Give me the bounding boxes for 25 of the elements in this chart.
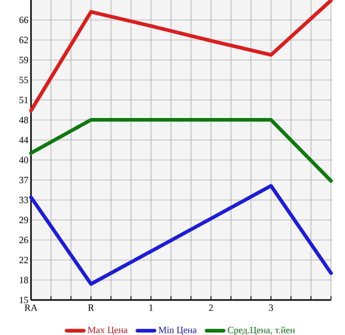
- y-tick-label: 44: [19, 136, 28, 144]
- y-tick-label: 51: [20, 96, 28, 104]
- y-tick-label: 26: [19, 236, 28, 244]
- y-tick-label: 22: [19, 256, 28, 264]
- y-tick-label: 18: [20, 276, 28, 284]
- legend-label: Min Цена: [158, 326, 197, 335]
- legend-label: Сред.Цена, т.йен: [228, 326, 295, 335]
- x-tick-label: 3: [269, 304, 274, 311]
- y-tick-label: 55: [20, 76, 28, 84]
- y-tick-label: 37: [19, 176, 28, 184]
- line-series: [29, 0, 333, 112]
- x-tick-label: RA: [24, 304, 38, 311]
- x-tick-label: R: [88, 304, 94, 311]
- y-tick-label: 62: [19, 36, 28, 44]
- legend-label: Max Цена: [88, 326, 128, 335]
- y-tick-label: 15: [20, 296, 28, 304]
- y-tick-label: 33: [19, 196, 28, 204]
- y-tick-label: 66: [19, 16, 28, 24]
- y-tick-label: 48: [19, 116, 28, 124]
- y-tick-label: 29: [19, 216, 28, 224]
- x-tick-label: 1: [149, 304, 153, 311]
- x-tick-label: 2: [209, 304, 213, 311]
- y-tick-label: 40: [19, 156, 28, 164]
- y-tick-label: 59: [20, 56, 28, 64]
- line-series: [29, 184, 333, 286]
